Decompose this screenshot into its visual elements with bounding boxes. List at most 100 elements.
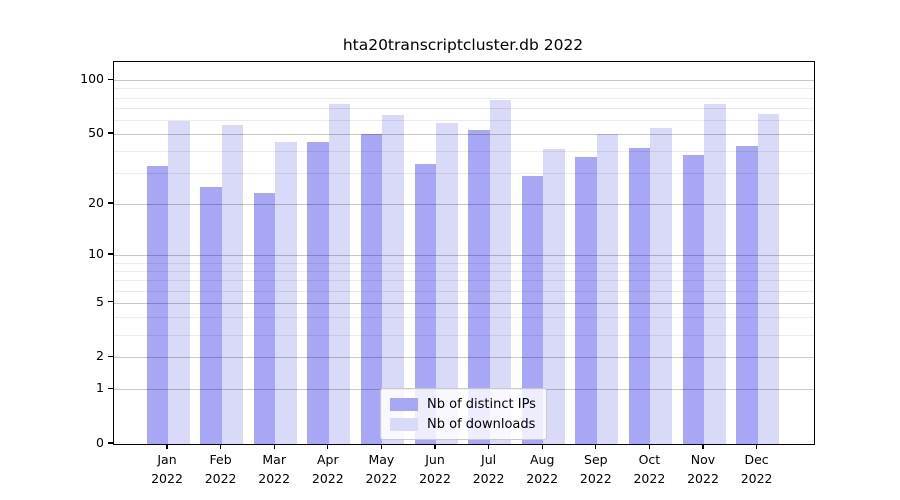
legend-entry-downloads: Nb of downloads <box>390 414 536 434</box>
x-tick-mark-sep <box>595 444 597 449</box>
y-tick-mark-0 <box>108 442 114 444</box>
x-tick-month-jan: Jan <box>157 452 177 467</box>
y-tick-label-20: 20 <box>88 195 104 211</box>
x-tick-month-nov: Nov <box>690 452 716 467</box>
x-tick-month-sep: Sep <box>584 452 608 467</box>
bar-downloads-may <box>382 114 404 444</box>
x-tick-year-oct: 2022 <box>633 470 666 486</box>
x-tick-month-oct: Oct <box>638 452 661 467</box>
bar-downloads-feb <box>221 125 244 444</box>
bar-distinct-ips-sep <box>575 157 597 444</box>
x-tick-label-jan: Jan 2022 <box>135 451 199 488</box>
legend-label-distinct-ips: Nb of distinct IPs <box>427 396 536 412</box>
bar-distinct-ips-feb <box>200 187 222 444</box>
x-tick-label-sep: Sep 2022 <box>564 451 628 488</box>
x-tick-month-dec: Dec <box>744 452 769 467</box>
x-tick-label-oct: Oct 2022 <box>617 451 681 488</box>
x-tick-mark-apr <box>327 444 329 449</box>
bar-distinct-ips-nov <box>682 155 704 444</box>
gridline-major-100 <box>114 80 814 82</box>
plot-area <box>113 61 815 445</box>
bar-downloads-nov <box>704 103 726 444</box>
x-tick-mark-aug <box>541 444 543 449</box>
x-tick-label-apr: Apr 2022 <box>296 451 360 488</box>
x-tick-year-jun: 2022 <box>419 470 451 486</box>
x-tick-mark-jan <box>166 444 168 449</box>
bar-downloads-jan <box>168 121 190 444</box>
y-tick-mark-10 <box>108 253 114 255</box>
x-tick-mark-nov <box>702 444 704 449</box>
bar-downloads-jun <box>436 122 458 444</box>
x-tick-mark-oct <box>648 444 650 449</box>
x-tick-month-mar: Mar <box>262 452 286 467</box>
x-tick-mark-dec <box>756 444 758 449</box>
bar-downloads-mar <box>275 142 297 444</box>
legend-swatch-distinct-ips <box>390 397 418 411</box>
x-tick-label-dec: Dec 2022 <box>725 451 789 488</box>
x-tick-year-jul: 2022 <box>472 470 505 486</box>
bar-downloads-oct <box>650 128 672 444</box>
x-tick-mark-feb <box>220 444 222 449</box>
x-tick-mark-may <box>380 444 382 449</box>
bar-distinct-ips-mar <box>253 193 276 444</box>
x-tick-mark-mar <box>273 444 275 449</box>
bar-distinct-ips-apr <box>307 142 329 444</box>
x-tick-month-aug: Aug <box>529 452 555 467</box>
y-tick-mark-50 <box>108 132 114 134</box>
y-tick-mark-1 <box>108 387 114 389</box>
bar-downloads-dec <box>757 113 780 444</box>
bar-distinct-ips-oct <box>628 147 651 444</box>
bar-distinct-ips-dec <box>736 145 758 444</box>
x-tick-year-sep: 2022 <box>579 470 612 486</box>
x-tick-year-feb: 2022 <box>204 470 237 486</box>
x-tick-month-jul: Jul <box>481 452 497 467</box>
y-tick-label-5: 5 <box>96 293 104 309</box>
x-tick-label-jul: Jul 2022 <box>457 451 521 488</box>
y-tick-mark-5 <box>108 301 114 303</box>
x-tick-month-feb: Feb <box>209 452 232 467</box>
y-tick-mark-20 <box>108 202 114 204</box>
y-tick-label-2: 2 <box>96 348 104 364</box>
gridline-minor-80 <box>114 97 814 99</box>
x-tick-label-aug: Aug 2022 <box>510 451 574 488</box>
bar-distinct-ips-jun <box>414 163 436 444</box>
x-tick-label-nov: Nov 2022 <box>671 451 735 488</box>
chart-title: hta20transcriptcluster.db 2022 <box>342 36 584 54</box>
bar-downloads-aug <box>543 149 565 444</box>
gridline-minor-90 <box>114 88 814 90</box>
x-tick-label-jun: Jun 2022 <box>403 451 467 488</box>
x-tick-label-feb: Feb 2022 <box>189 451 253 488</box>
x-tick-mark-jul <box>488 444 490 449</box>
x-tick-year-mar: 2022 <box>258 470 291 486</box>
x-tick-year-nov: 2022 <box>687 470 719 486</box>
x-tick-label-mar: Mar 2022 <box>242 451 306 488</box>
x-tick-year-aug: 2022 <box>526 470 559 486</box>
bar-downloads-jul <box>489 99 512 444</box>
x-tick-year-dec: 2022 <box>740 470 773 486</box>
x-tick-month-may: May <box>368 452 395 467</box>
y-tick-label-1: 1 <box>96 380 104 396</box>
y-tick-label-0: 0 <box>96 435 104 450</box>
y-tick-label-100: 100 <box>80 71 104 87</box>
legend-entry-distinct-ips: Nb of distinct IPs <box>390 394 536 414</box>
x-tick-year-may: 2022 <box>365 470 398 486</box>
x-tick-year-jan: 2022 <box>151 470 183 486</box>
bar-downloads-sep <box>596 134 619 444</box>
x-tick-label-may: May 2022 <box>349 451 413 488</box>
y-tick-mark-100 <box>108 78 114 80</box>
y-tick-label-10: 10 <box>88 245 104 261</box>
bar-distinct-ips-aug <box>521 175 544 444</box>
bar-downloads-apr <box>328 103 351 444</box>
legend-label-downloads: Nb of downloads <box>427 416 536 432</box>
legend: Nb of distinct IPs Nb of downloads <box>380 388 547 440</box>
y-tick-label-50: 50 <box>88 125 104 141</box>
x-tick-month-apr: Apr <box>316 452 339 467</box>
x-tick-year-apr: 2022 <box>311 470 344 486</box>
bar-distinct-ips-jan <box>146 166 168 444</box>
x-tick-month-jun: Jun <box>425 452 445 467</box>
bar-distinct-ips-jul <box>468 129 490 444</box>
x-tick-mark-jun <box>434 444 436 449</box>
y-tick-mark-2 <box>108 355 114 357</box>
legend-swatch-downloads <box>390 417 418 431</box>
